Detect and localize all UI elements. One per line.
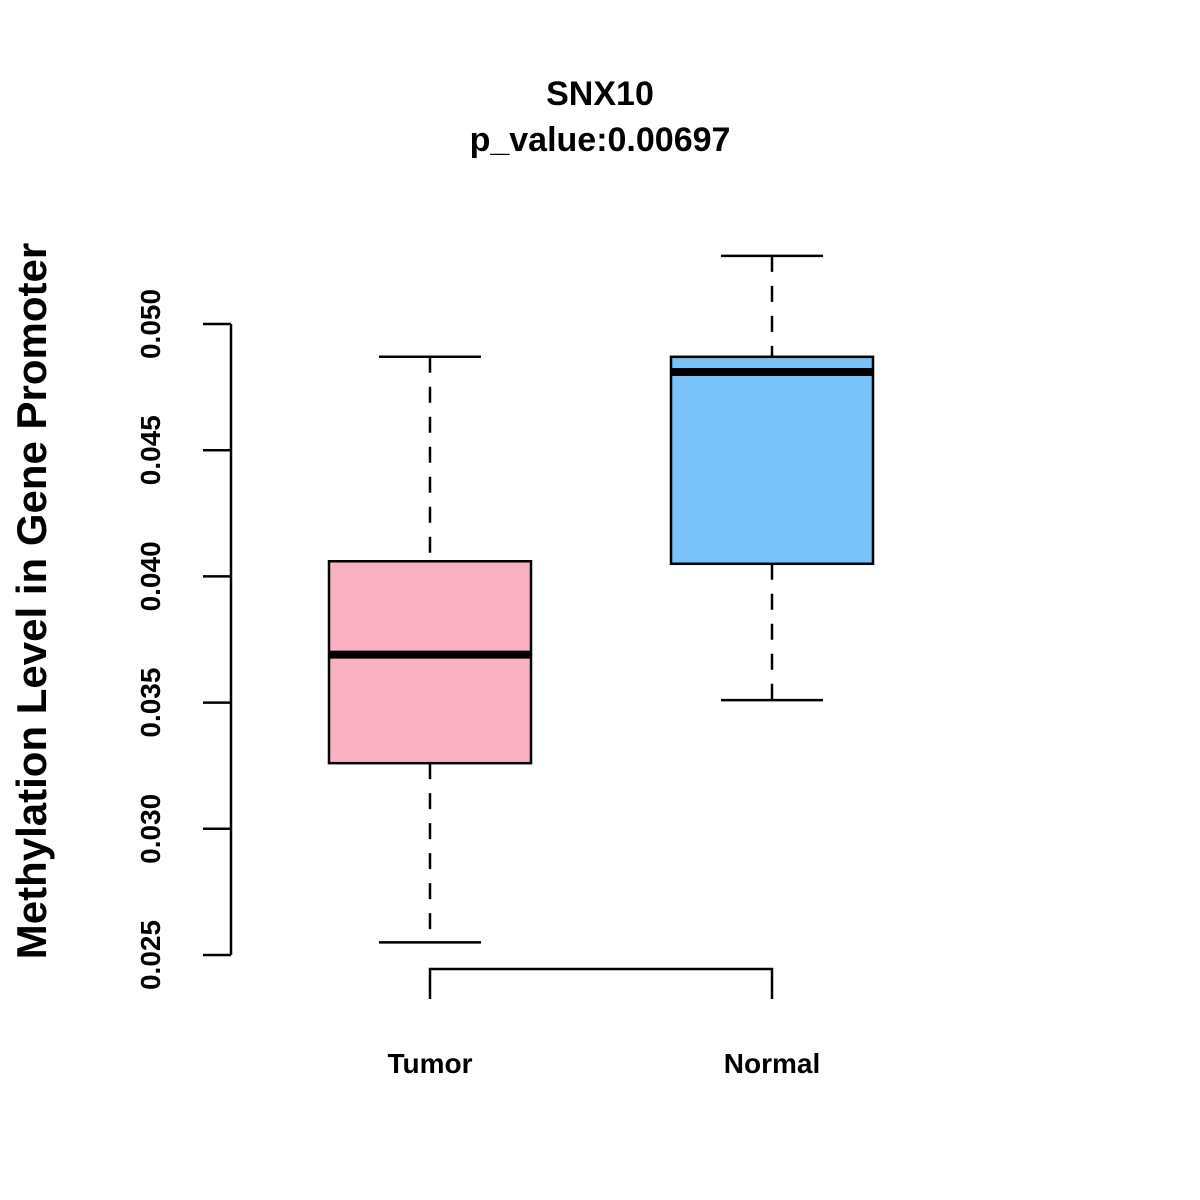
y-tick-label: 0.045 (135, 415, 166, 485)
iqr-box (327, 560, 533, 765)
iqr-box (669, 355, 875, 566)
bracket-line (428, 967, 774, 999)
y-tick-label: 0.030 (135, 794, 166, 864)
y-axis: 0.025 0.030 0.035 0.040 0.045 0.050 (135, 289, 233, 990)
y-tick-label: 0.035 (135, 668, 166, 738)
box-normal (669, 254, 875, 702)
chart-title: SNX10 (546, 75, 654, 113)
chart-subtitle: p_value:0.00697 (470, 121, 731, 159)
x-axis-labels: Tumor Normal (387, 1048, 820, 1079)
y-axis-label: Methylation Level in Gene Promoter (8, 243, 55, 959)
y-tick-label: 0.050 (135, 289, 166, 359)
comparison-bracket (428, 967, 774, 999)
y-tick-label: 0.025 (135, 920, 166, 990)
x-label-normal: Normal (724, 1048, 820, 1079)
boxes-layer (327, 254, 875, 944)
box-tumor (327, 355, 533, 944)
x-label-tumor: Tumor (387, 1048, 472, 1079)
y-tick-label: 0.040 (135, 541, 166, 611)
